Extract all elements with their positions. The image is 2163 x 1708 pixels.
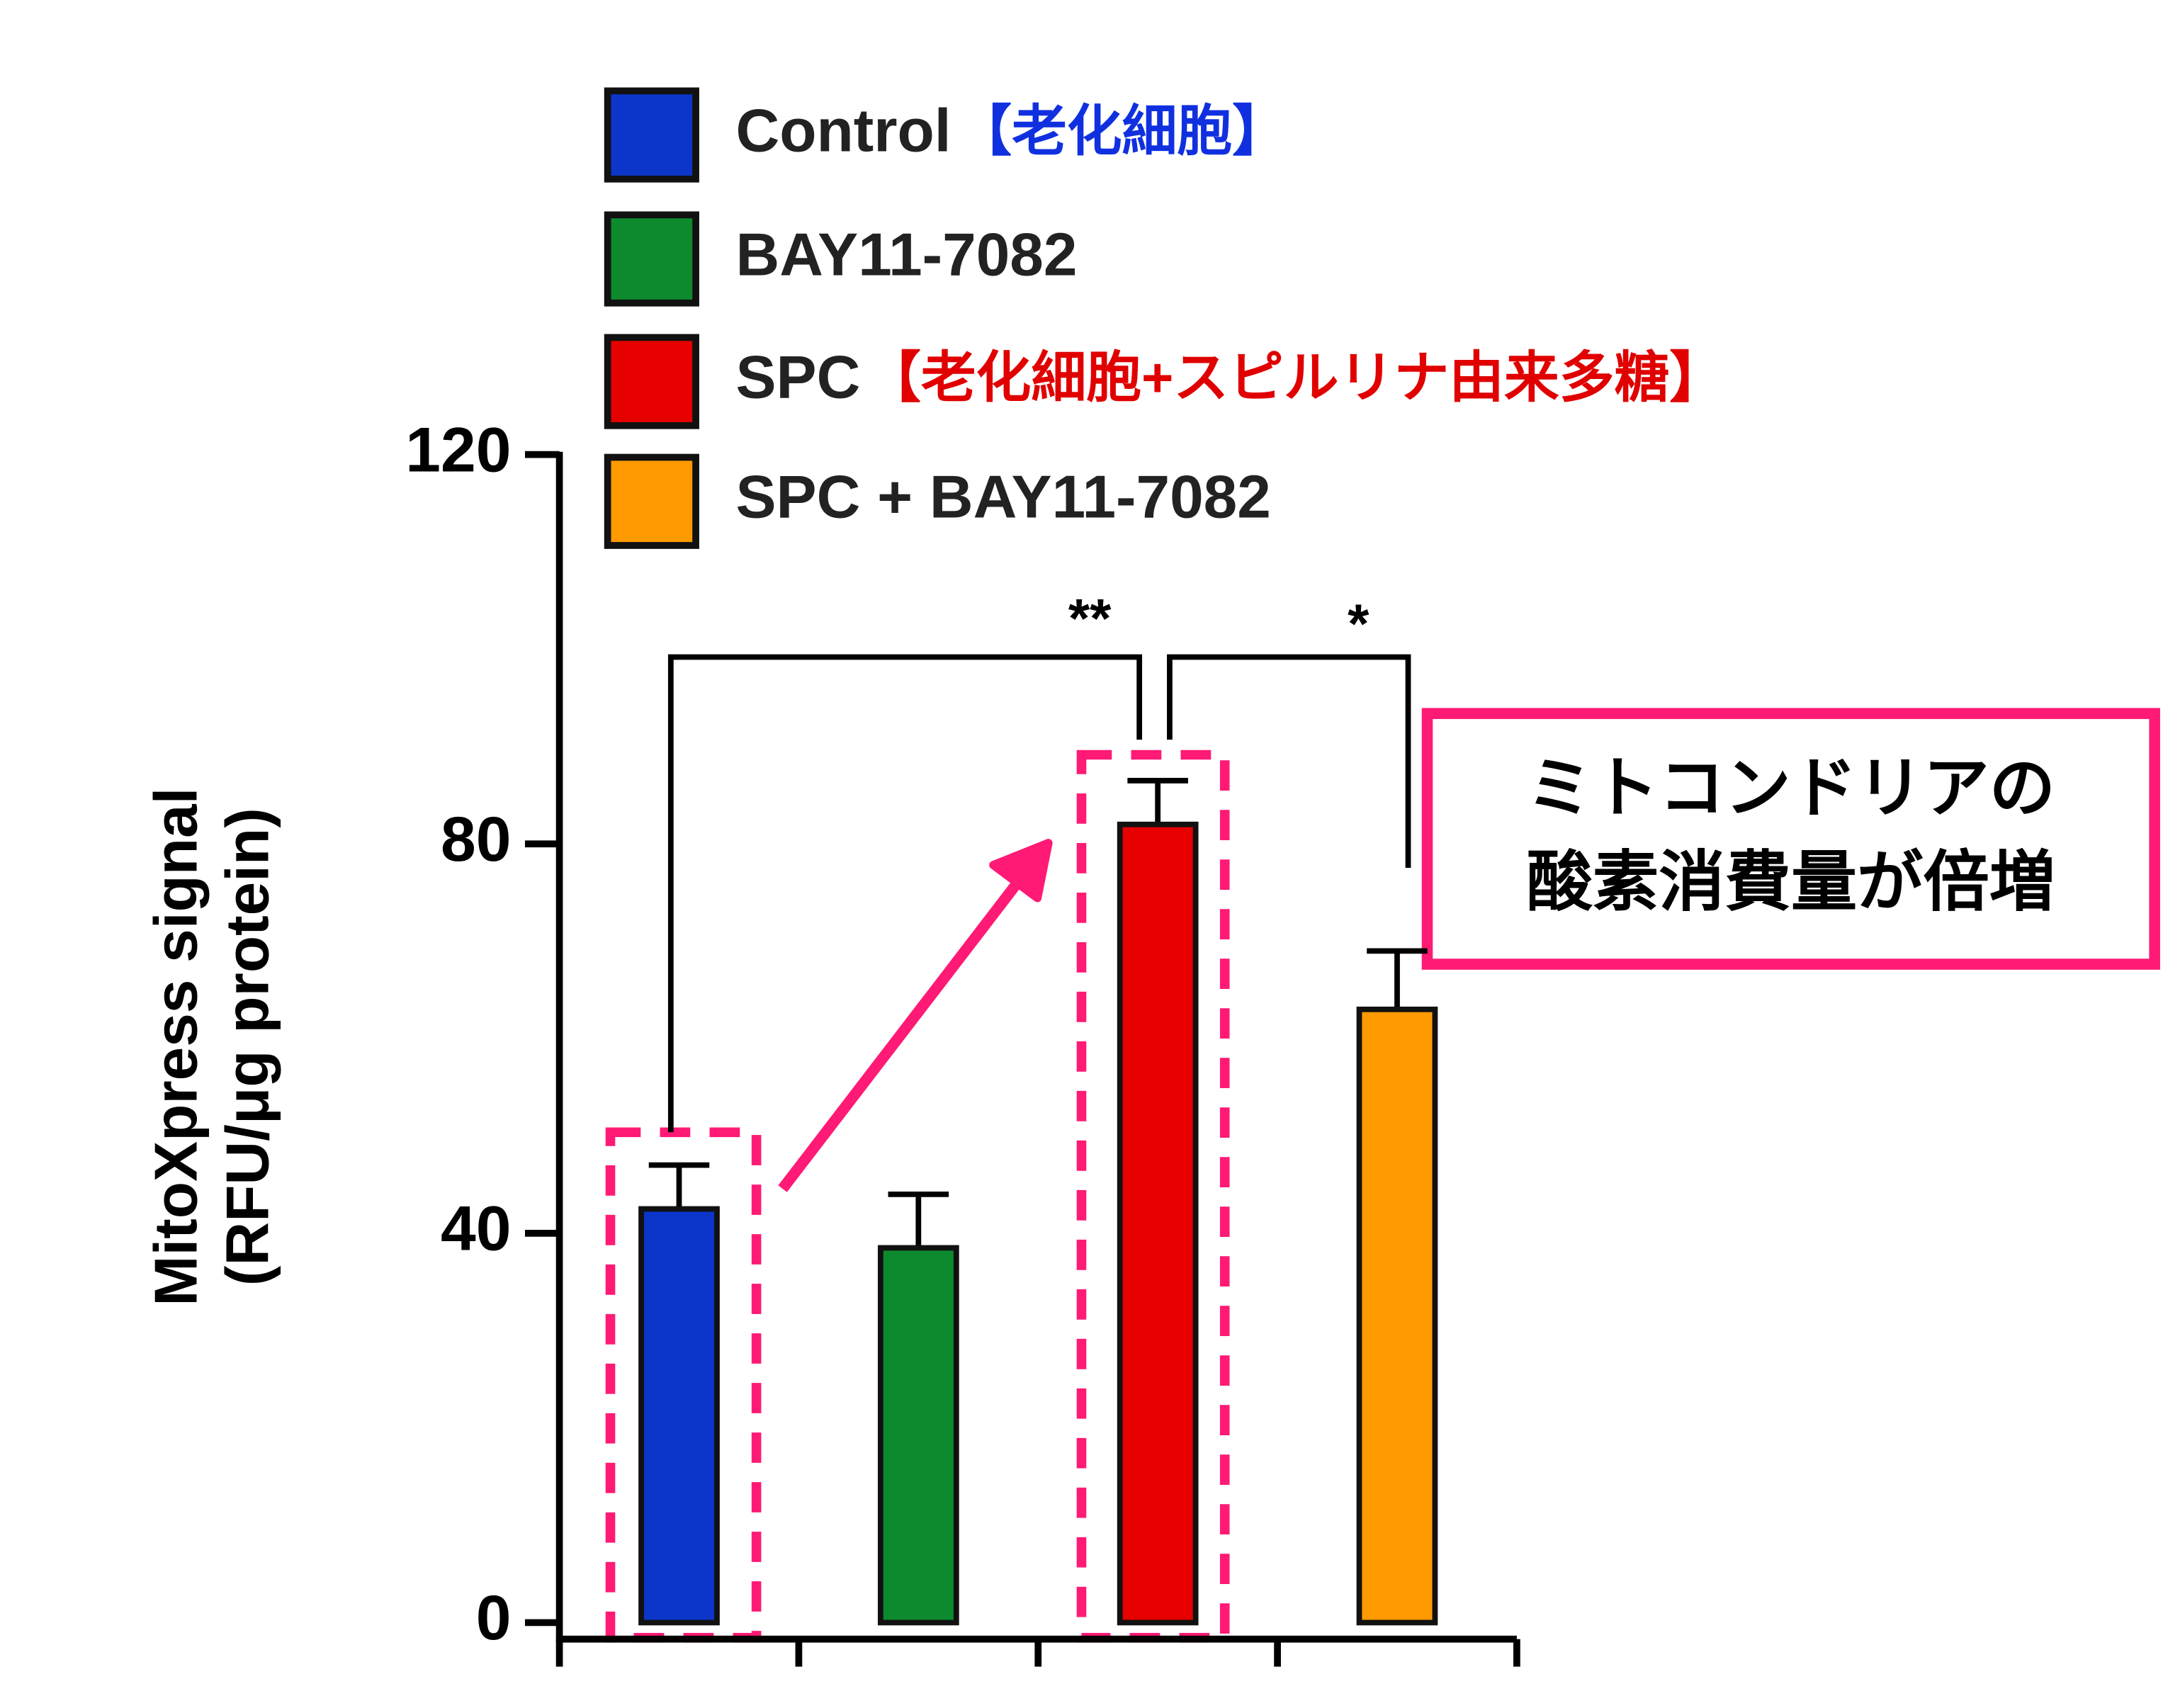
bar	[1356, 1006, 1438, 1626]
legend-entry: SPC 【老化細胞+スピルリナ由来多糖】	[735, 344, 1724, 411]
legend-swatch	[604, 211, 699, 307]
legend-label: SPC + BAY11-7082	[735, 463, 1270, 531]
y-axis-label: MitoXpress signal	[142, 788, 210, 1306]
y-tick-label: 120	[405, 414, 511, 485]
y-axis-label: (RFU/μg protein)	[215, 808, 282, 1286]
significance-label: *	[1348, 594, 1369, 655]
bar	[877, 1245, 959, 1626]
legend-label: BAY11-7082	[735, 221, 1077, 288]
bar	[638, 1206, 720, 1626]
significance-label: **	[1068, 588, 1112, 649]
y-tick-label: 40	[441, 1192, 511, 1263]
y-tick-label: 0	[476, 1582, 512, 1653]
significance-bracket	[1167, 654, 1411, 868]
arrow	[778, 871, 1029, 1192]
callout-text: ミトコンドリアの	[1527, 752, 2056, 825]
legend-entry: SPC + BAY11-7082	[735, 463, 1270, 531]
legend-entry: Control 【老化細胞】	[735, 97, 1287, 164]
legend-label: Control	[735, 97, 951, 164]
y-tick-label: 80	[441, 803, 511, 874]
significance-bracket	[667, 654, 1143, 1133]
legend-entry: BAY11-7082	[735, 221, 1077, 288]
legend-label: SPC	[735, 344, 860, 411]
legend-swatch	[604, 87, 699, 183]
bar	[1117, 821, 1199, 1626]
legend-note: 【老化細胞】	[956, 101, 1287, 162]
legend-note: 【老化細胞+スピルリナ由来多糖】	[866, 347, 1724, 408]
callout-box	[1421, 708, 2160, 970]
legend-swatch	[604, 453, 699, 549]
legend-swatch	[604, 334, 699, 429]
callout-text: 酸素消費量が倍増	[1527, 845, 2056, 919]
arrow-head	[989, 839, 1053, 903]
